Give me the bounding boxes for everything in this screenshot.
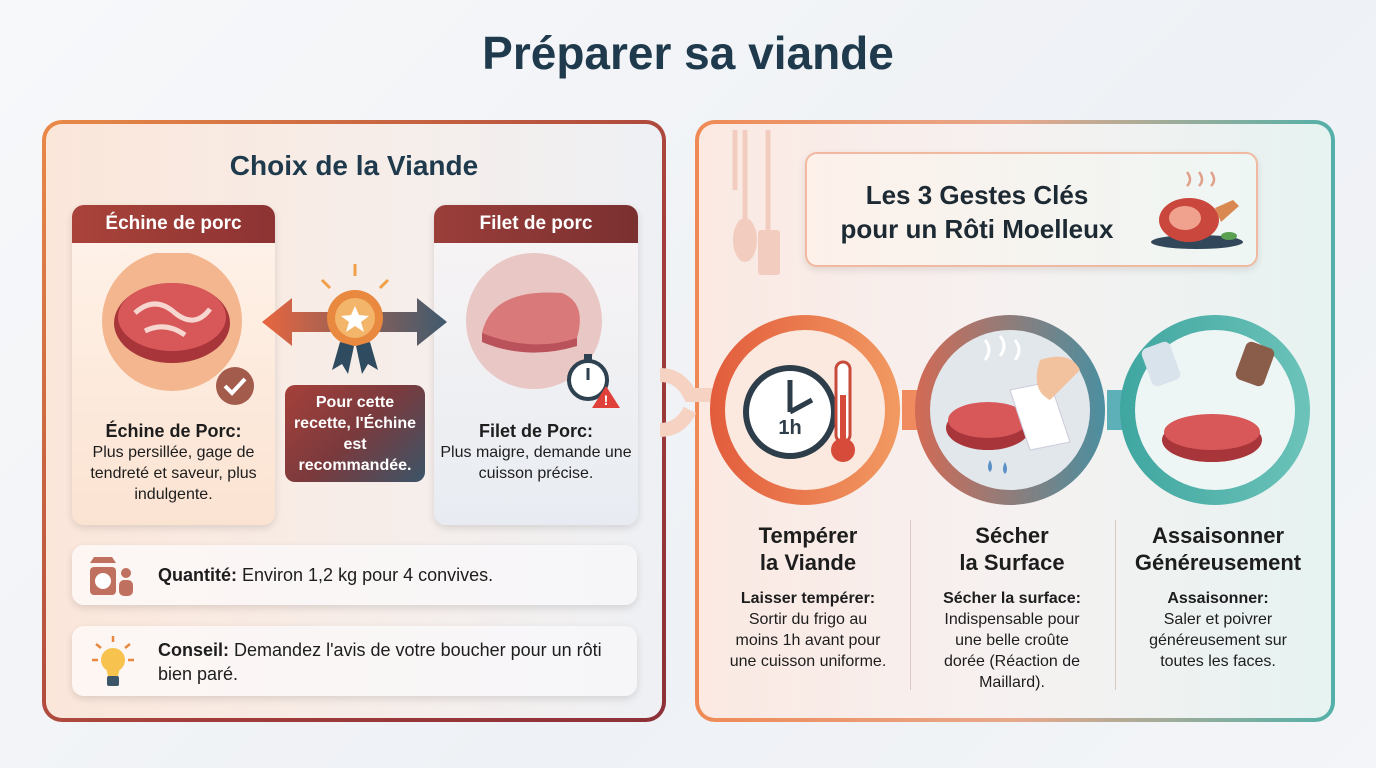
key-steps-heading-line2: pour un Rôti Moelleux [840, 214, 1114, 244]
step-1-circle: 1h [710, 315, 900, 505]
meat-choice-heading: Choix de la Viande [229, 150, 479, 181]
page-title: Préparer sa viande [482, 27, 894, 79]
tip-bar: Conseil: Demandez l'avis de votre bouche… [72, 626, 637, 696]
svg-text:!: ! [604, 392, 609, 408]
stopwatch-warning-icon: ! [567, 354, 620, 408]
lightbulb-icon [92, 636, 134, 686]
step-temper: Tempérer la Viande Laisser tempérer: Sor… [708, 522, 908, 672]
quantity-bar: Quantité: Environ 1,2 kg pour 4 convives… [72, 545, 637, 605]
step-1-title-line2: la Viande [759, 550, 857, 575]
step-1-title-line1: Tempérer [758, 523, 858, 548]
scale-icon [90, 557, 133, 596]
step-1-desc: Sortir du frigo au moins 1h avant pour u… [729, 611, 887, 670]
roast-icon [1151, 171, 1243, 249]
step-2-title-line2: la Surface [959, 550, 1065, 575]
tip-text: Demandez l'avis de votre boucher pour un… [158, 640, 602, 684]
step-dry: Sécher la Surface Sécher la surface: Ind… [912, 522, 1112, 693]
step-3-title-line1: Assaisonner [1151, 523, 1285, 548]
svg-text:1h: 1h [778, 417, 801, 439]
step-1-subtitle: Laisser tempérer: [740, 590, 876, 607]
echine-card: Échine de porc Échine de Porc: Plus persi… [72, 205, 275, 525]
utensils-icon [732, 130, 780, 275]
tip-label: Conseil: [158, 640, 230, 660]
step-2-circle [915, 315, 1105, 505]
step-3-circle [1120, 315, 1310, 505]
recommendation-callout: Pour cette recette, l'Échine est recomma… [285, 385, 425, 482]
echine-tab: Échine de porc [72, 205, 275, 243]
step-season: Assaisonner Généreusement Assaisonner: S… [1118, 522, 1318, 672]
filet-tab: Filet de porc [434, 205, 638, 243]
step-divider [1115, 520, 1116, 690]
steps-flow-graphic: 1h [659, 315, 1310, 505]
pork-loin-icon [466, 253, 602, 389]
check-icon [216, 367, 254, 405]
step-divider [910, 520, 911, 690]
filet-name: Filet de Porc: [478, 421, 594, 441]
quantity-text: Environ 1,2 kg pour 4 convives. [242, 565, 494, 585]
echine-name: Échine de Porc: [105, 421, 242, 441]
filet-card: Filet de porc ! Filet de Porc: Plus maigr… [434, 205, 638, 525]
step-3-desc: Saler et poivrer généreusement sur toute… [1149, 611, 1287, 670]
key-steps-header: Les 3 Gestes Clés pour un Rôti Moelleux [805, 152, 1258, 267]
echine-desc: Plus persillée, gage de tendreté et save… [90, 444, 257, 503]
step-2-desc: Indispensable pour une belle croûte doré… [943, 611, 1081, 691]
comparison-arrow-badge-icon [262, 264, 447, 374]
step-2-subtitle: Sécher la surface: [943, 590, 1081, 607]
step-3-subtitle: Assaisonner: [1167, 590, 1269, 607]
step-3-title-line2: Généreusement [1134, 550, 1302, 575]
step-2-title-line1: Sécher [975, 523, 1049, 548]
filet-desc: Plus maigre, demande une cuisson précise… [440, 444, 632, 482]
pork-shoulder-icon [102, 253, 242, 391]
quantity-label: Quantité: [158, 565, 237, 585]
key-steps-heading-line1: Les 3 Gestes Clés [865, 180, 1089, 210]
